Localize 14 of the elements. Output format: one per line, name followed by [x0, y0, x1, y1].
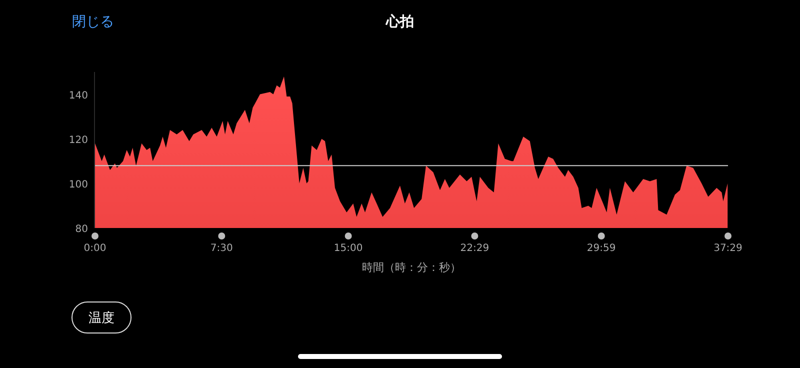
x-tick-label: 7:30	[210, 243, 233, 254]
chart-title: 心拍	[385, 13, 414, 30]
y-tick-label: 80	[75, 224, 88, 235]
text: 閉じる	[72, 14, 114, 30]
y-tick-label: 100	[68, 179, 88, 190]
y-tick-label: 120	[68, 134, 88, 146]
x-axis-title: 時間（時：分：秒）	[362, 261, 461, 274]
text: 温度	[88, 310, 114, 326]
x-tick-label: 22:29	[460, 243, 490, 254]
x-tick-label: 15:00	[334, 243, 363, 254]
x-tick-label: 37:29	[714, 243, 742, 254]
x-tick-label: 29:59	[586, 243, 616, 254]
x-tick-label: 0:00	[84, 243, 106, 254]
y-tick-label: 140	[68, 90, 88, 102]
